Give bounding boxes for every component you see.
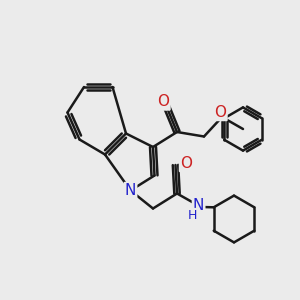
- Text: H: H: [188, 209, 197, 222]
- Text: O: O: [180, 156, 192, 171]
- Text: N: N: [125, 183, 136, 198]
- Text: O: O: [214, 105, 226, 120]
- Text: O: O: [158, 94, 169, 110]
- Text: N: N: [193, 198, 204, 213]
